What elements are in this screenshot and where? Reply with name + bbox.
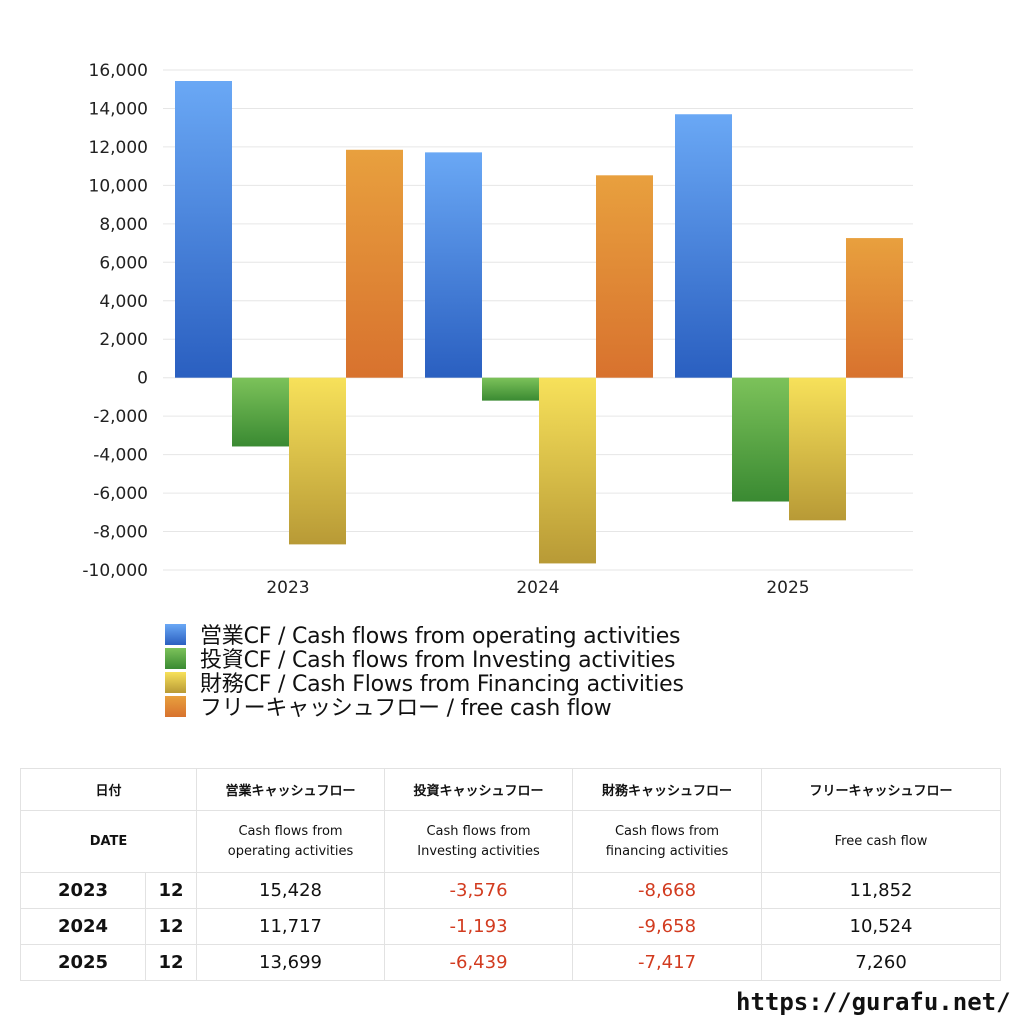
row-investing: -3,576 xyxy=(384,872,574,909)
y-tick-label: -6,000 xyxy=(93,484,148,504)
bar-2025-s2 xyxy=(789,377,846,521)
header-operating-en: Cash flows from operating activities xyxy=(196,810,386,873)
table-row: 2024 12 11,717 -1,193 -9,658 10,524 xyxy=(20,908,1002,945)
bar-2023-s2 xyxy=(289,377,346,545)
legend-swatch-free xyxy=(165,695,186,717)
header-financing-en: Cash flows from financing activities xyxy=(572,810,763,873)
row-year: 2024 xyxy=(20,908,146,945)
x-tick-label: 2024 xyxy=(516,578,559,598)
y-tick-label: 8,000 xyxy=(99,215,148,235)
y-tick-label: -8,000 xyxy=(93,523,148,543)
row-financing: -7,417 xyxy=(572,944,763,981)
legend-label-investing: 投資CF / Cash flows from Investing activit… xyxy=(200,648,676,673)
bar-2024-s2 xyxy=(539,377,596,564)
x-tick-label: 2023 xyxy=(266,578,309,598)
y-tick-label: 2,000 xyxy=(99,330,148,350)
row-operating: 15,428 xyxy=(196,872,386,909)
row-investing: -6,439 xyxy=(384,944,574,981)
legend-label-operating: 営業CF / Cash flows from operating activit… xyxy=(200,624,681,649)
bar-2025-s3 xyxy=(846,238,903,378)
header-date-ja: 日付 xyxy=(19,768,198,811)
y-tick-label: 14,000 xyxy=(89,99,148,119)
header-date-en: DATE xyxy=(19,810,198,873)
header-investing-ja: 投資キャッシュフロー xyxy=(384,768,574,811)
bar-2023-s0 xyxy=(175,81,232,378)
cash-flow-bar-chart: 16,000 14,000 12,000 10,000 8,000 6,000 4,000 2… xyxy=(82,61,913,598)
legend-label-free: フリーキャッシュフロー / free cash flow xyxy=(200,696,612,721)
row-month: 12 xyxy=(144,908,198,945)
row-financing: -8,668 xyxy=(572,872,763,909)
y-tick-label: 6,000 xyxy=(99,253,148,273)
bar-2024-s1 xyxy=(482,377,539,401)
header-investing-en: Cash flows from Investing activities xyxy=(384,810,574,873)
row-free: 10,524 xyxy=(761,908,1002,945)
row-free: 7,260 xyxy=(761,944,1002,981)
x-tick-label: 2025 xyxy=(766,578,809,598)
y-tick-label: 4,000 xyxy=(99,292,148,312)
y-tick-label: 10,000 xyxy=(89,176,148,196)
legend: 営業CF / Cash flows from operating activit… xyxy=(165,622,684,721)
row-operating: 11,717 xyxy=(196,908,386,945)
y-tick-label: -10,000 xyxy=(82,561,148,581)
header-operating-ja: 営業キャッシュフロー xyxy=(196,768,386,811)
legend-item-operating: 営業CF / Cash flows from operating activit… xyxy=(165,622,684,649)
bar-2024-s0 xyxy=(425,152,482,378)
table-header-en: DATE Cash flows from operating activities… xyxy=(19,810,1002,873)
y-tick-label: 0 xyxy=(137,369,148,389)
y-tick-label: -2,000 xyxy=(93,407,148,427)
cash-flow-table: 日付 営業キャッシュフロー 投資キャッシュフロー 財務キャッシュフロー フリーキ… xyxy=(19,768,1002,981)
bar-2023-s1 xyxy=(232,377,289,447)
row-month: 12 xyxy=(144,944,198,981)
header-free-en: Free cash flow xyxy=(761,810,1002,873)
header-financing-ja: 財務キャッシュフロー xyxy=(572,768,763,811)
row-year: 2023 xyxy=(20,872,146,909)
legend-item-free: フリーキャッシュフロー / free cash flow xyxy=(165,694,684,721)
x-axis: 2023 2024 2025 xyxy=(266,578,809,598)
bar-2025-s1 xyxy=(732,377,789,502)
legend-label-financing: 財務CF / Cash Flows from Financing activit… xyxy=(200,672,684,697)
row-operating: 13,699 xyxy=(196,944,386,981)
row-month: 12 xyxy=(144,872,198,909)
row-free: 11,852 xyxy=(761,872,1002,909)
y-tick-label: 12,000 xyxy=(89,138,148,158)
legend-item-financing: 財務CF / Cash Flows from Financing activit… xyxy=(165,670,684,697)
y-tick-label: -4,000 xyxy=(93,446,148,466)
y-axis: 16,000 14,000 12,000 10,000 8,000 6,000 4,000 2… xyxy=(82,61,148,581)
row-year: 2025 xyxy=(20,944,146,981)
legend-swatch-investing xyxy=(165,647,186,669)
legend-item-investing: 投資CF / Cash flows from Investing activit… xyxy=(165,646,684,673)
table-row: 2023 12 15,428 -3,576 -8,668 11,852 xyxy=(20,872,1002,909)
table-row: 2025 12 13,699 -6,439 -7,417 7,260 xyxy=(20,944,1002,981)
legend-swatch-operating xyxy=(165,623,186,645)
row-investing: -1,193 xyxy=(384,908,574,945)
bar-2023-s3 xyxy=(346,149,403,378)
legend-swatch-financing xyxy=(165,671,186,693)
y-tick-label: 16,000 xyxy=(89,61,148,81)
row-financing: -9,658 xyxy=(572,908,763,945)
grid-lines xyxy=(163,69,913,571)
bar-2025-s0 xyxy=(675,114,732,378)
bars xyxy=(175,81,903,564)
header-free-ja: フリーキャッシュフロー xyxy=(761,768,1002,811)
bar-2024-s3 xyxy=(596,175,653,378)
table-header-ja: 日付 営業キャッシュフロー 投資キャッシュフロー 財務キャッシュフロー フリーキ… xyxy=(19,768,1002,811)
source-url[interactable]: https://gurafu.net/ xyxy=(736,988,1011,1016)
